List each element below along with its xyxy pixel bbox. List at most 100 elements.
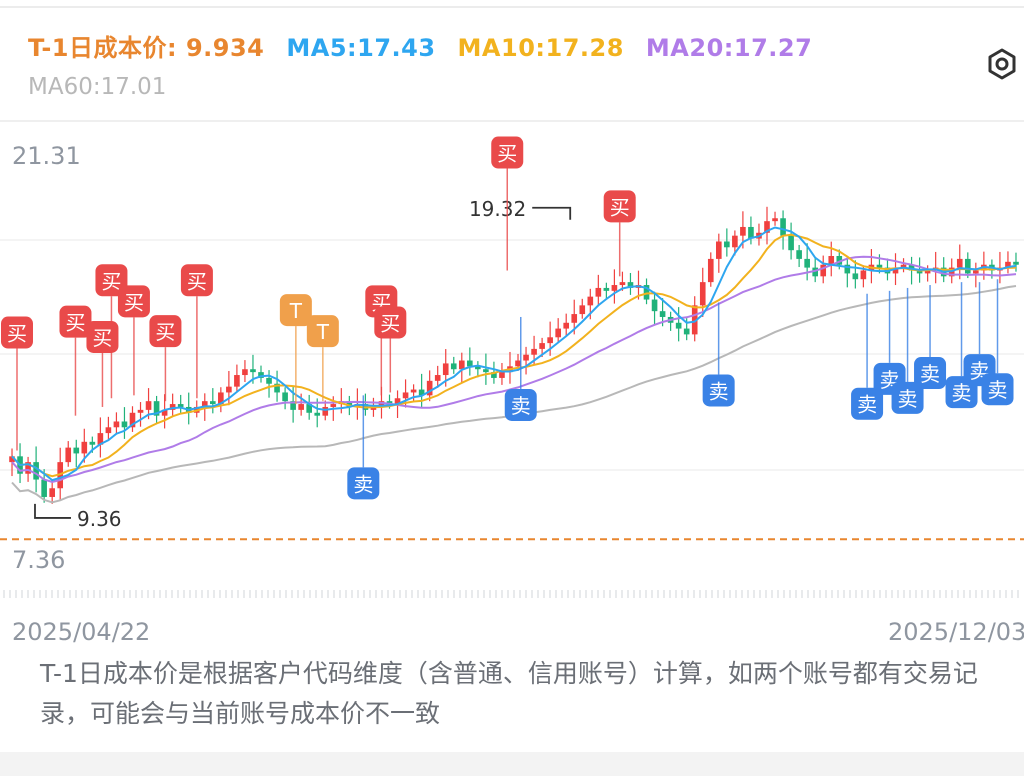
candle-body [161, 409, 168, 416]
candle-body [796, 250, 802, 259]
candle-body [33, 462, 39, 480]
candle-body [627, 282, 634, 288]
trade-marker-sell[interactable]: 卖 [347, 395, 380, 500]
candle-body [483, 369, 489, 373]
candle-body [49, 488, 55, 497]
svg-text:买: 买 [124, 290, 144, 314]
svg-text:买: 买 [101, 269, 121, 293]
candle-body [924, 270, 931, 274]
trade-marker-buy[interactable]: 买 [374, 306, 407, 393]
ma5-line [11, 226, 1017, 482]
trade-marker-buy[interactable]: 买 [603, 190, 636, 277]
trade-marker-buy[interactable]: 买 [149, 315, 182, 402]
candle-body [9, 456, 15, 463]
candle-body [290, 401, 296, 410]
svg-text:买: 买 [610, 195, 630, 219]
candle-body [772, 218, 778, 222]
candle-body [788, 235, 794, 251]
candle-body [595, 287, 602, 297]
trade-marker-buy[interactable]: 买 [117, 285, 150, 396]
candle-body [515, 360, 521, 367]
trade-marker-buy[interactable]: 买 [95, 264, 128, 399]
candle-body [715, 241, 722, 259]
candle-body [97, 433, 104, 445]
candle-body [892, 267, 899, 274]
trade-marker-sell[interactable]: 卖 [873, 290, 906, 395]
candle-body [89, 441, 96, 445]
candle-body [820, 264, 827, 277]
candle-body [378, 401, 385, 407]
candle-body [491, 372, 497, 378]
candle-body [587, 296, 594, 306]
candle-body [322, 406, 329, 416]
candle-body [418, 389, 425, 396]
svg-text:卖: 卖 [353, 472, 373, 496]
candle-body [973, 270, 979, 274]
candle-body [748, 226, 754, 239]
candle-body [467, 360, 473, 367]
trade-marker-sell[interactable]: 卖 [851, 293, 884, 420]
candle-body [145, 401, 152, 410]
candle-body [209, 401, 216, 405]
x-start-label: 2025/04/22 [12, 618, 151, 646]
trade-marker-sell[interactable]: 卖 [963, 282, 996, 387]
candle-body [306, 404, 313, 413]
trade-marker-t[interactable]: T [306, 315, 339, 402]
candle-body [242, 369, 248, 376]
trade-marker-buy[interactable]: 买 [59, 305, 92, 416]
candle-body [619, 282, 626, 286]
candle-body [828, 256, 835, 265]
trade-marker-t[interactable]: T [279, 294, 312, 405]
candle-body [499, 372, 505, 378]
candle-body [201, 401, 208, 407]
trade-marker-sell[interactable]: 卖 [504, 316, 537, 421]
trade-marker-sell[interactable]: 卖 [914, 285, 947, 390]
candle-body [330, 404, 337, 407]
candle-body [780, 218, 786, 236]
candle-body [675, 322, 682, 329]
candle-body [266, 377, 272, 384]
candle-body [475, 366, 481, 370]
svg-text:买: 买 [92, 326, 112, 350]
candle-body [844, 264, 851, 274]
ma5-label: MA5:17.43 [286, 34, 436, 62]
low-marker-line [34, 503, 71, 519]
trade-marker-buy[interactable]: 买 [0, 316, 33, 451]
trade-marker-sell[interactable]: 卖 [981, 279, 1014, 406]
candle-body [218, 392, 224, 405]
candle-body [563, 322, 570, 329]
candle-body [691, 305, 698, 335]
candle-body [410, 389, 417, 393]
svg-text:买: 买 [155, 320, 175, 344]
candle-body [153, 401, 160, 416]
candle-body [177, 404, 184, 407]
trade-marker-buy[interactable]: 买 [86, 320, 119, 407]
candle-body [282, 392, 288, 402]
candle-body [81, 441, 88, 454]
candle-body [113, 421, 120, 428]
candle-body [346, 401, 353, 407]
candle-body [129, 412, 136, 428]
candle-body [41, 479, 47, 497]
candle-body [699, 282, 706, 306]
candle-body [964, 258, 971, 274]
candle-body [531, 348, 537, 355]
trade-marker-sell[interactable]: 卖 [891, 287, 924, 414]
candle-body [402, 392, 409, 399]
footer-bar [0, 752, 1024, 776]
candle-body [956, 258, 963, 268]
y-max-label: 21.31 [12, 142, 81, 170]
trade-marker-buy[interactable]: 买 [491, 136, 524, 271]
candle-body [450, 363, 457, 370]
candle-body [724, 241, 730, 248]
cost-price-note: T-1日成本价是根据客户代码维度（含普通、信用账号）计算，如两个账号都有交易记录… [40, 659, 978, 728]
trade-marker-buy[interactable]: 买 [365, 285, 398, 396]
svg-text:买: 买 [65, 311, 85, 335]
settings-button[interactable] [984, 46, 1020, 82]
trade-marker-buy[interactable]: 买 [180, 264, 213, 399]
candle-body [137, 409, 144, 413]
trade-marker-sell[interactable]: 卖 [702, 302, 735, 407]
candle-body [555, 328, 561, 338]
trade-marker-sell[interactable]: 卖 [945, 282, 978, 409]
